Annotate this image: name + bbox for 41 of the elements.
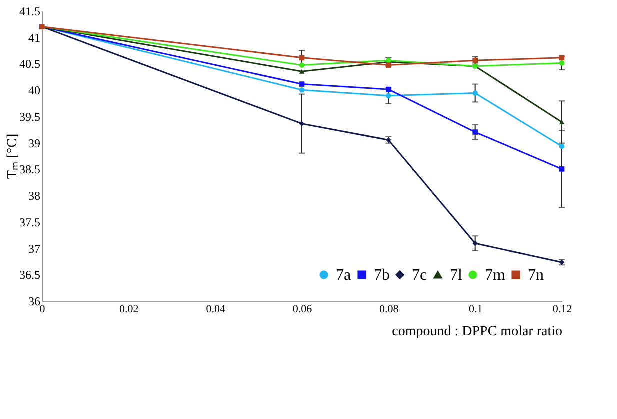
- x-tick-label: 0: [40, 304, 46, 316]
- y-tick-label: 40: [28, 84, 40, 98]
- x-axis-title: compound : DPPC molar ratio: [392, 324, 562, 340]
- y-tick-label: 36: [28, 294, 40, 308]
- y-tick-label: 37.5: [20, 215, 40, 230]
- point: [386, 93, 392, 99]
- x-tick-label: 0.1: [468, 304, 483, 316]
- y-axis-title: Tₘ [°C]: [6, 134, 20, 180]
- y-tick-label: 36.5: [20, 268, 40, 282]
- point: [559, 166, 565, 172]
- point: [472, 240, 478, 246]
- legend-label: 7n: [528, 267, 544, 284]
- y-tick-label: 38.5: [20, 162, 40, 177]
- point: [386, 86, 392, 92]
- legend-label: 7a: [336, 267, 352, 284]
- point: [559, 144, 565, 150]
- y-tick-label: 39: [28, 136, 40, 150]
- y-tick-label: 40.5: [20, 57, 40, 72]
- legend-label: 7l: [450, 267, 463, 284]
- legend-label: 7m: [485, 267, 506, 284]
- x-tick-label: 0.02: [120, 304, 139, 316]
- x-tick-label: 0.06: [292, 304, 313, 316]
- legend-label: 7b: [374, 267, 390, 284]
- point: [559, 60, 565, 66]
- legend-label: 7c: [412, 267, 428, 284]
- point: [559, 120, 565, 125]
- x-tick-label: 0.08: [380, 304, 400, 316]
- y-tick-label: 41.5: [20, 4, 40, 18]
- x-tick-label: 0.04: [206, 304, 226, 316]
- y-tick-label: 39.5: [20, 110, 40, 124]
- point: [559, 55, 565, 61]
- point: [299, 69, 305, 74]
- y-tick-label: 38: [28, 189, 40, 204]
- x-tick-label: 0.12: [552, 304, 572, 316]
- y-tick-label: 41: [28, 30, 40, 45]
- point: [472, 130, 478, 135]
- point: [386, 62, 392, 68]
- point: [299, 87, 305, 93]
- point: [472, 90, 478, 96]
- point: [299, 82, 305, 87]
- y-tick-label: 37: [28, 242, 40, 256]
